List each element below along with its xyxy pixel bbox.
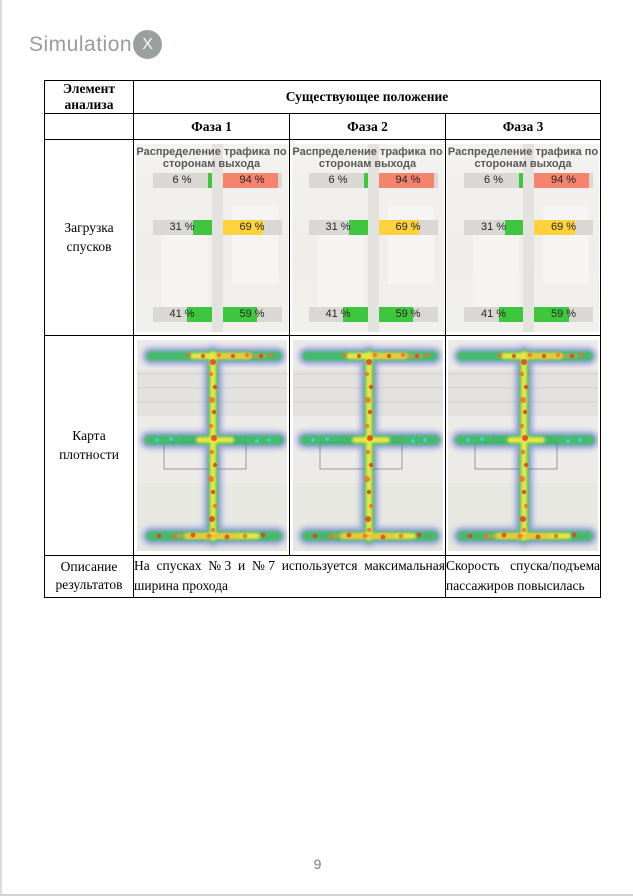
row-label-density: Карта плотности bbox=[44, 335, 134, 556]
right-side-value: 59 % bbox=[395, 307, 421, 320]
density-map-phase-3 bbox=[444, 335, 602, 556]
header-element-column: Элемент анализа bbox=[44, 80, 134, 114]
traffic-chart-phase-2: Распределение трафика по сторонам выхода… bbox=[289, 139, 446, 336]
traffic-bar-row: 31 % 69 % bbox=[152, 219, 282, 235]
density-heatmap bbox=[136, 340, 287, 551]
right-side-value: 69 % bbox=[550, 220, 577, 233]
left-side-bar: 31 % bbox=[152, 219, 212, 235]
left-side-value: 41 % bbox=[169, 307, 195, 320]
density-map-phase-2 bbox=[289, 335, 446, 556]
traffic-distribution-panel: Распределение трафика по сторонам выхода… bbox=[447, 143, 600, 332]
density-heatmap bbox=[448, 340, 599, 551]
right-side-value: 94 % bbox=[239, 173, 265, 186]
results-text-phase-1-2: На спусках №3 и №7 используется максимал… bbox=[133, 555, 446, 598]
right-side-bar: 94 % bbox=[378, 172, 438, 188]
traffic-bar-row: 31 % 69 % bbox=[308, 219, 438, 235]
traffic-bar-row: 41 % 59 % bbox=[464, 306, 594, 322]
analysis-table: Элемент анализа Существующее положение Ф… bbox=[44, 80, 602, 598]
results-text-phase-3: Скорость спуска/подъема пассажиров повыс… bbox=[444, 555, 602, 598]
chart-title: Распределение трафика по сторонам выхода bbox=[136, 145, 287, 171]
right-side-bar: 59 % bbox=[378, 306, 438, 322]
traffic-bar-row: 6 % 94 % bbox=[152, 172, 282, 188]
simulationx-logo: Simulation X bbox=[29, 30, 163, 59]
chart-title: Распределение трафика по сторонам выхода bbox=[447, 145, 599, 171]
traffic-bar-row: 41 % 59 % bbox=[152, 306, 282, 322]
right-side-bar: 59 % bbox=[222, 306, 282, 322]
traffic-distribution-panel: Распределение трафика по сторонам выхода… bbox=[291, 143, 444, 332]
traffic-chart-phase-3: Распределение трафика по сторонам выхода… bbox=[444, 139, 602, 336]
left-side-bar: 41 % bbox=[152, 306, 212, 322]
logo-x-icon: X bbox=[133, 30, 163, 59]
density-heatmap bbox=[292, 340, 443, 551]
right-side-bar: 69 % bbox=[378, 219, 438, 235]
right-side-bar: 69 % bbox=[222, 219, 282, 235]
right-side-value: 94 % bbox=[550, 173, 577, 186]
left-side-value: 6 % bbox=[484, 173, 503, 186]
left-side-bar: 31 % bbox=[308, 219, 368, 235]
traffic-bar-row: 31 % 69 % bbox=[464, 219, 594, 235]
left-side-value: 31 % bbox=[325, 220, 351, 233]
row-label-loading: Загрузка спусков bbox=[44, 139, 134, 336]
right-side-value: 94 % bbox=[395, 173, 421, 186]
left-side-value: 41 % bbox=[480, 307, 507, 320]
right-side-value: 69 % bbox=[395, 220, 421, 233]
right-side-bar: 59 % bbox=[534, 306, 594, 322]
right-side-bar: 94 % bbox=[222, 172, 282, 188]
right-side-bar: 94 % bbox=[534, 172, 594, 188]
left-side-bar: 6 % bbox=[464, 172, 524, 188]
logo-text: Simulation bbox=[29, 32, 133, 56]
left-side-bar: 31 % bbox=[464, 219, 524, 235]
traffic-bar-row: 6 % 94 % bbox=[308, 172, 438, 188]
header-phase-1: Фаза 1 bbox=[133, 113, 290, 140]
row-label-results: Описание результатов bbox=[44, 555, 134, 598]
header-group: Существующее положение bbox=[132, 80, 602, 114]
left-side-value: 41 % bbox=[325, 307, 351, 320]
left-side-value: 6 % bbox=[172, 173, 192, 186]
right-side-value: 59 % bbox=[550, 307, 577, 320]
traffic-chart-phase-1: Распределение трафика по сторонам выхода… bbox=[133, 139, 290, 336]
header-phase-3: Фаза 3 bbox=[444, 113, 602, 140]
traffic-bar-row: 6 % 94 % bbox=[464, 172, 594, 188]
density-map-phase-1 bbox=[133, 335, 290, 556]
left-side-value: 31 % bbox=[480, 220, 507, 233]
header-empty-cell bbox=[44, 113, 134, 140]
left-side-bar: 41 % bbox=[308, 306, 368, 322]
traffic-bar-row: 41 % 59 % bbox=[308, 306, 438, 322]
right-side-bar: 69 % bbox=[534, 219, 594, 235]
chart-title: Распределение трафика по сторонам выхода bbox=[292, 145, 443, 171]
right-side-value: 59 % bbox=[239, 307, 265, 320]
header-phase-2: Фаза 2 bbox=[289, 113, 446, 140]
left-side-value: 6 % bbox=[328, 173, 348, 186]
traffic-distribution-panel: Распределение трафика по сторонам выхода… bbox=[135, 143, 288, 332]
right-side-value: 69 % bbox=[239, 220, 265, 233]
left-side-bar: 6 % bbox=[152, 172, 212, 188]
left-side-bar: 6 % bbox=[308, 172, 368, 188]
page-number: 9 bbox=[313, 856, 322, 872]
left-side-value: 31 % bbox=[169, 220, 195, 233]
left-side-bar: 41 % bbox=[464, 306, 524, 322]
